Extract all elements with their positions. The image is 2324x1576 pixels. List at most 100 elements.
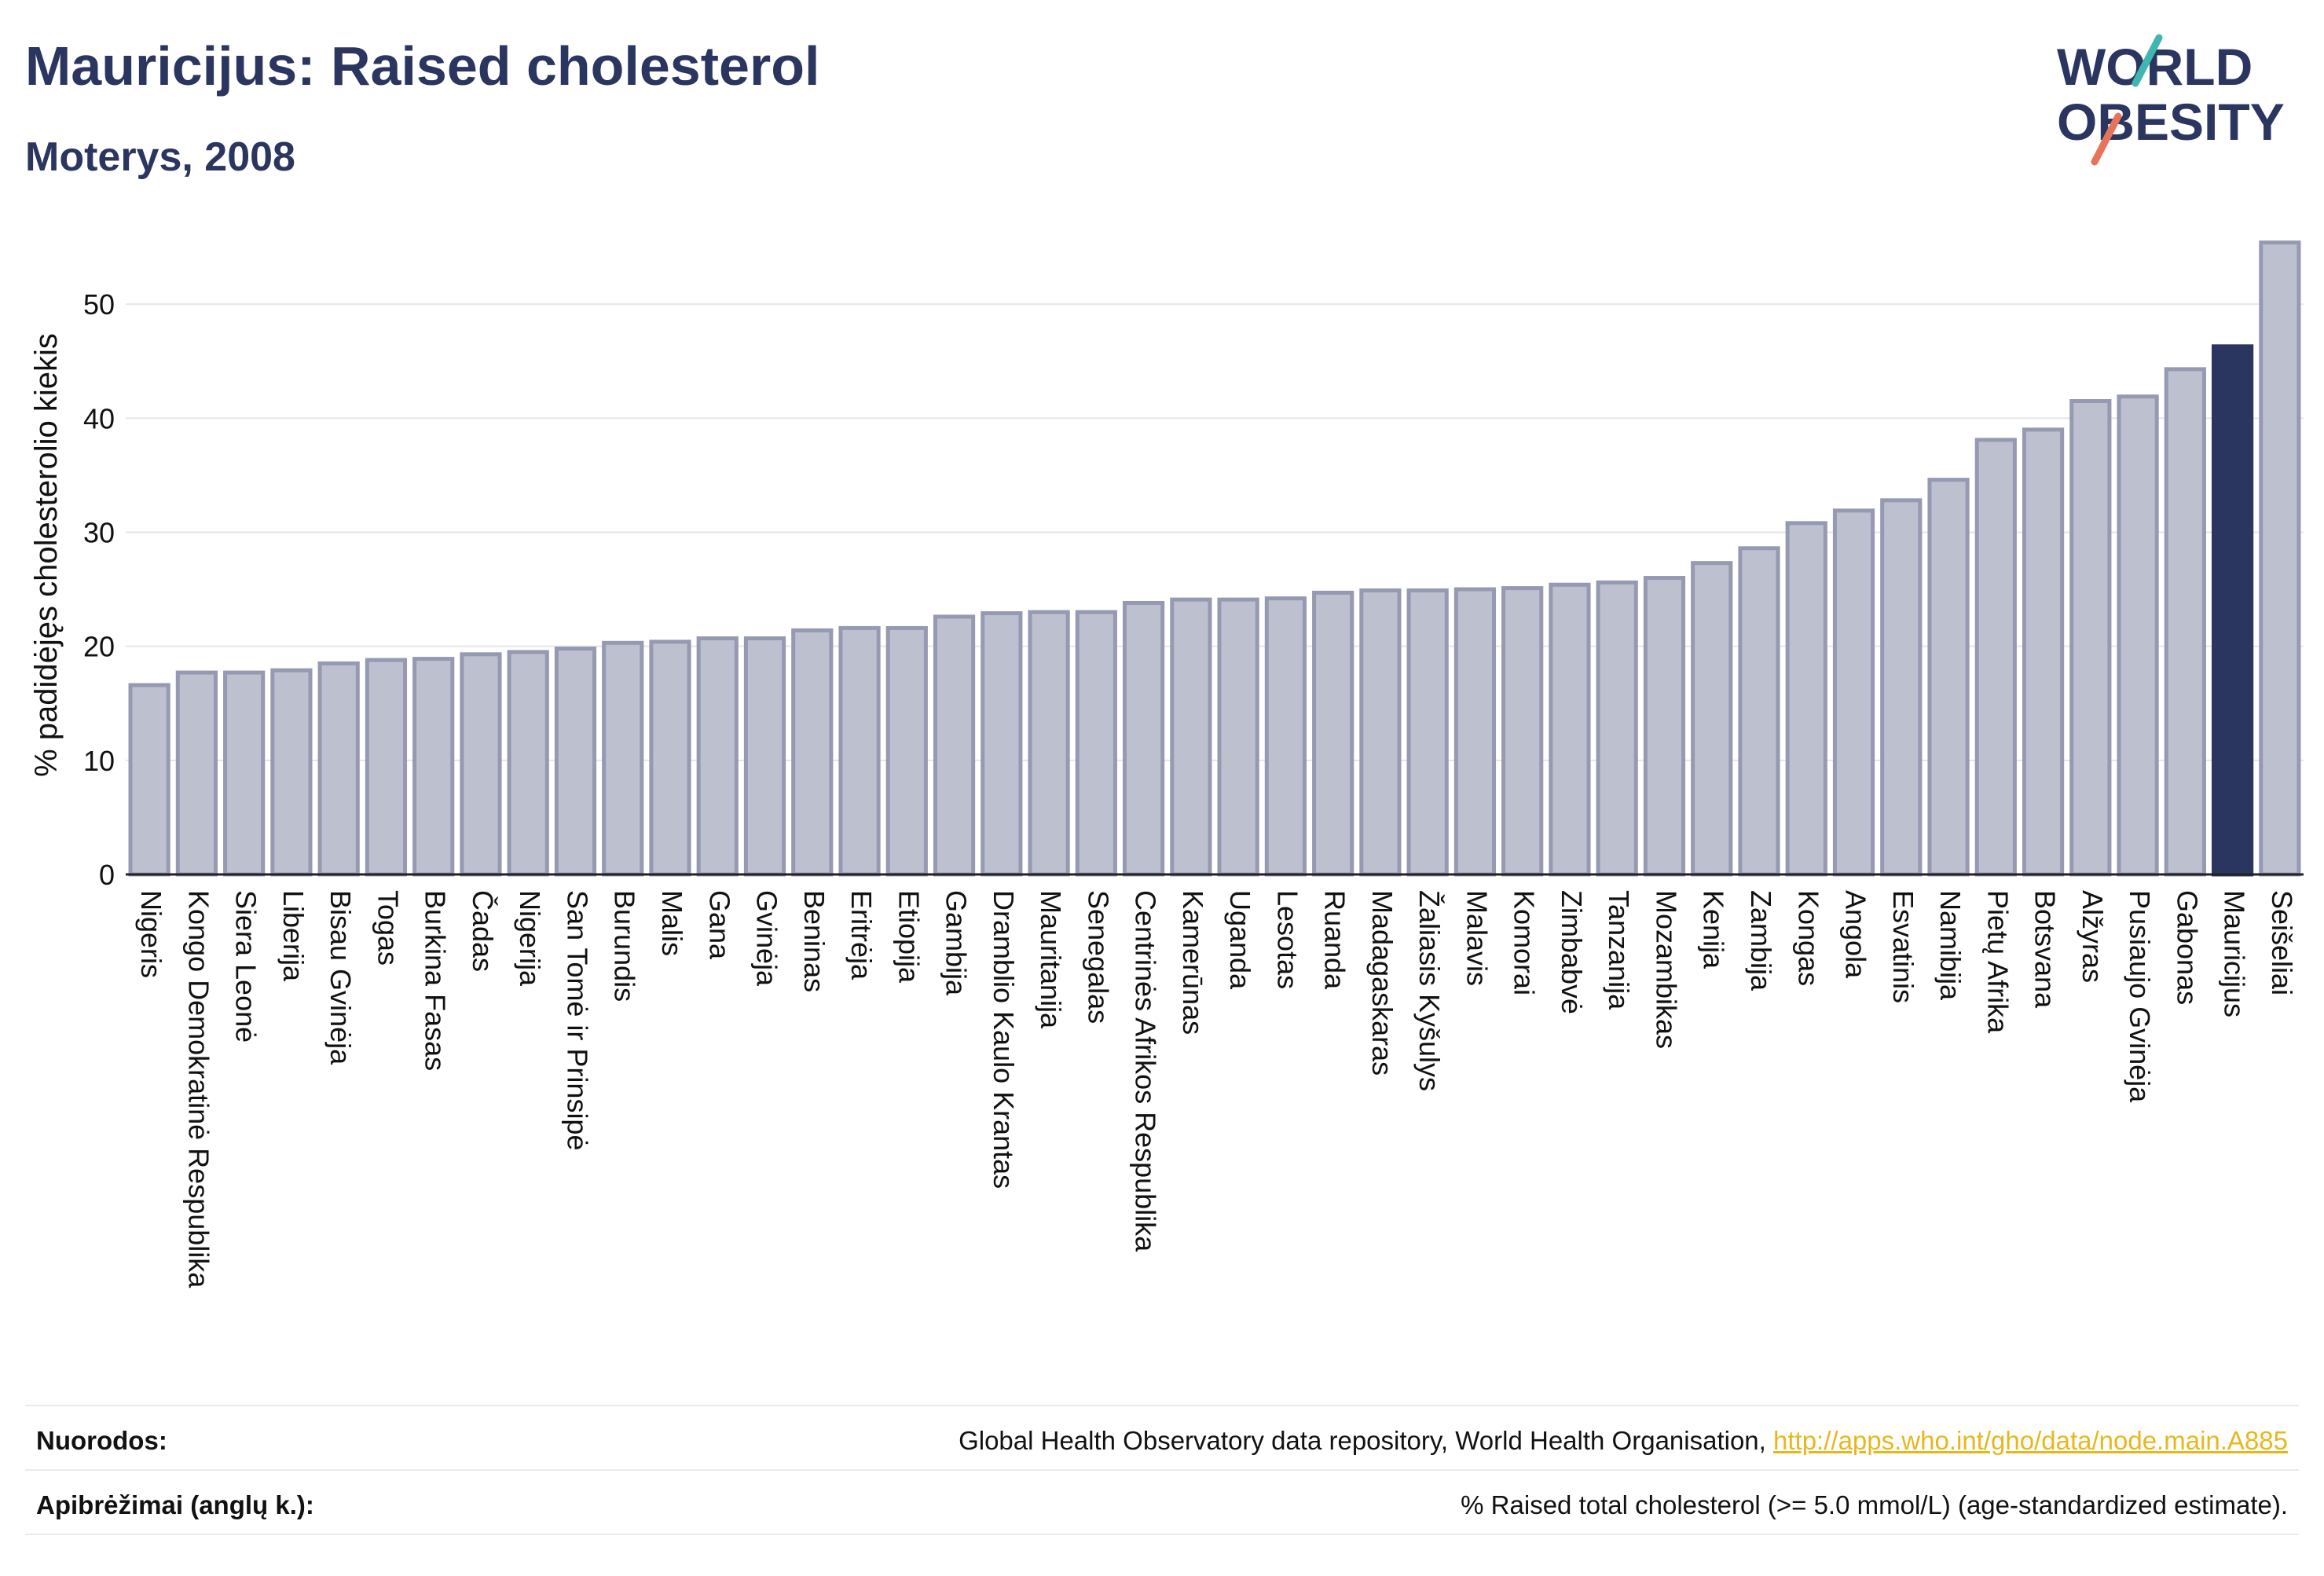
x-axis-ticks: Nigeris Kongo Demokratinė Respublika Siera… xyxy=(135,890,2298,1288)
bar xyxy=(1501,586,1544,877)
bar xyxy=(1359,588,1402,877)
bar xyxy=(223,670,266,877)
bar xyxy=(1075,610,1117,877)
bar xyxy=(791,628,834,877)
x-tick-label: Zimbabvė xyxy=(1556,890,1588,1014)
y-tick-label: 40 xyxy=(83,402,115,434)
bar xyxy=(1028,610,1070,877)
bar xyxy=(1785,521,1827,877)
bar xyxy=(460,652,502,877)
bar xyxy=(2022,427,2065,877)
bar xyxy=(1123,600,1165,877)
x-tick-label: San Tomė ir Prinsipė xyxy=(561,890,593,1151)
sources-text: Global Health Observatory data repositor… xyxy=(959,1426,1774,1455)
bar xyxy=(649,640,691,877)
bar xyxy=(1406,588,1449,877)
x-tick-label: Žaliasis Kyšulys xyxy=(1413,890,1446,1091)
x-tick-label: Čadas xyxy=(467,890,499,972)
bar-chart: 0 10 20 30 40 50 Nigeris Kongo Demokratinė Res… xyxy=(29,240,2304,1288)
x-tick-label: Burkina Fasas xyxy=(420,890,452,1071)
x-tick-label: Liberija xyxy=(277,890,310,982)
x-tick-label: Kongo Demokratinė Respublika xyxy=(182,890,214,1288)
bar xyxy=(2164,367,2206,877)
x-tick-label: Botsvana xyxy=(2029,890,2062,1009)
y-tick-label: 0 xyxy=(99,859,115,891)
x-tick-label: Mauricijus xyxy=(2219,890,2251,1017)
x-tick-label: Togas xyxy=(372,890,404,966)
x-tick-label: Madagaskaras xyxy=(1366,890,1398,1076)
x-tick-label: Pusiaujo Gvinėja xyxy=(2124,890,2156,1103)
x-tick-label: Gabonas xyxy=(2171,890,2203,1005)
y-tick-label: 20 xyxy=(83,631,115,663)
x-tick-label: Gana xyxy=(703,890,735,960)
bar xyxy=(412,657,455,877)
y-tick-label: 30 xyxy=(83,516,115,548)
bar xyxy=(1974,438,2017,877)
bar xyxy=(2069,399,2112,877)
definitions-value: % Raised total cholesterol (>= 5.0 mmol/… xyxy=(1461,1490,2288,1519)
x-tick-label: Kongas xyxy=(1792,890,1824,986)
x-tick-label: Gvinėja xyxy=(751,890,783,987)
x-tick-label: Nigerija xyxy=(514,890,546,987)
bar xyxy=(2212,344,2254,877)
bar xyxy=(1217,597,1259,877)
x-tick-label: Esvatinis xyxy=(1887,890,1919,1003)
x-tick-label: Alžyras xyxy=(2077,890,2109,983)
bar xyxy=(1264,596,1307,877)
bar xyxy=(696,636,739,877)
bar xyxy=(981,611,1023,877)
bar xyxy=(2259,240,2301,877)
bar xyxy=(838,625,881,877)
bar xyxy=(1453,587,1497,877)
bar xyxy=(885,625,928,877)
x-tick-label: Burundis xyxy=(609,890,641,1002)
bar xyxy=(507,650,549,877)
bar xyxy=(1596,580,1638,877)
bar xyxy=(1738,546,1780,877)
footer-divider-middle xyxy=(25,1469,2299,1471)
bar xyxy=(1691,561,1733,877)
x-tick-label: Angola xyxy=(1840,890,1872,979)
y-axis-label: % padidėjęs cholesterolio kiekis xyxy=(29,333,64,777)
bar xyxy=(175,670,218,877)
bar xyxy=(554,647,597,877)
chart-subtitle: Moterys, 2008 xyxy=(25,134,295,180)
definitions-label: Apibrėžimai (anglų k.): xyxy=(36,1490,314,1519)
bar xyxy=(743,636,786,877)
bar xyxy=(1880,498,1923,877)
y-tick-label: 10 xyxy=(83,745,115,777)
x-tick-label: Komorai xyxy=(1508,890,1541,995)
x-tick-label: Malavis xyxy=(1461,890,1493,986)
bar xyxy=(317,661,360,877)
x-tick-label: Pietų Afrika xyxy=(1981,890,2014,1034)
x-tick-label: Beninas xyxy=(798,890,830,992)
bar xyxy=(602,640,644,877)
x-tick-label: Mozambikas xyxy=(1650,890,1682,1049)
bar xyxy=(270,668,313,877)
x-tick-label: Ruanda xyxy=(1319,890,1351,990)
x-tick-label: Eritrėja xyxy=(845,890,878,980)
x-tick-label: Senegalas xyxy=(1082,890,1114,1024)
x-tick-label: Seišeliai xyxy=(2266,890,2298,995)
x-tick-label: Dramblio Kaulo Krantas xyxy=(988,890,1020,1189)
bar xyxy=(1927,478,1970,877)
x-tick-label: Siera Leonė xyxy=(230,890,262,1043)
x-tick-label: Namibija xyxy=(1934,890,1967,1001)
bar xyxy=(1549,582,1591,877)
x-tick-label: Mauritanija xyxy=(1035,890,1067,1029)
logo-word-obesity: OBESITY xyxy=(2057,93,2285,151)
footer-divider-top xyxy=(25,1405,2299,1406)
bar xyxy=(128,683,170,877)
x-tick-label: Kamerūnas xyxy=(1177,890,1209,1035)
y-tick-label: 50 xyxy=(83,288,115,321)
sources-value: Global Health Observatory data repositor… xyxy=(959,1426,2288,1456)
y-axis-ticks: 0 10 20 30 40 50 xyxy=(83,288,115,891)
x-tick-label: Malis xyxy=(656,890,688,956)
x-tick-label: Lesotas xyxy=(1271,890,1303,989)
bar xyxy=(1312,590,1354,877)
x-tick-label: Zambija xyxy=(1745,890,1777,991)
chart-title: Mauricijus: Raised cholesterol xyxy=(25,35,820,97)
sources-label: Nuorodos: xyxy=(36,1426,167,1455)
sources-link[interactable]: http://apps.who.int/gho/data/node.main.A… xyxy=(1773,1426,2288,1455)
x-tick-label: Tanzanija xyxy=(1603,890,1635,1010)
